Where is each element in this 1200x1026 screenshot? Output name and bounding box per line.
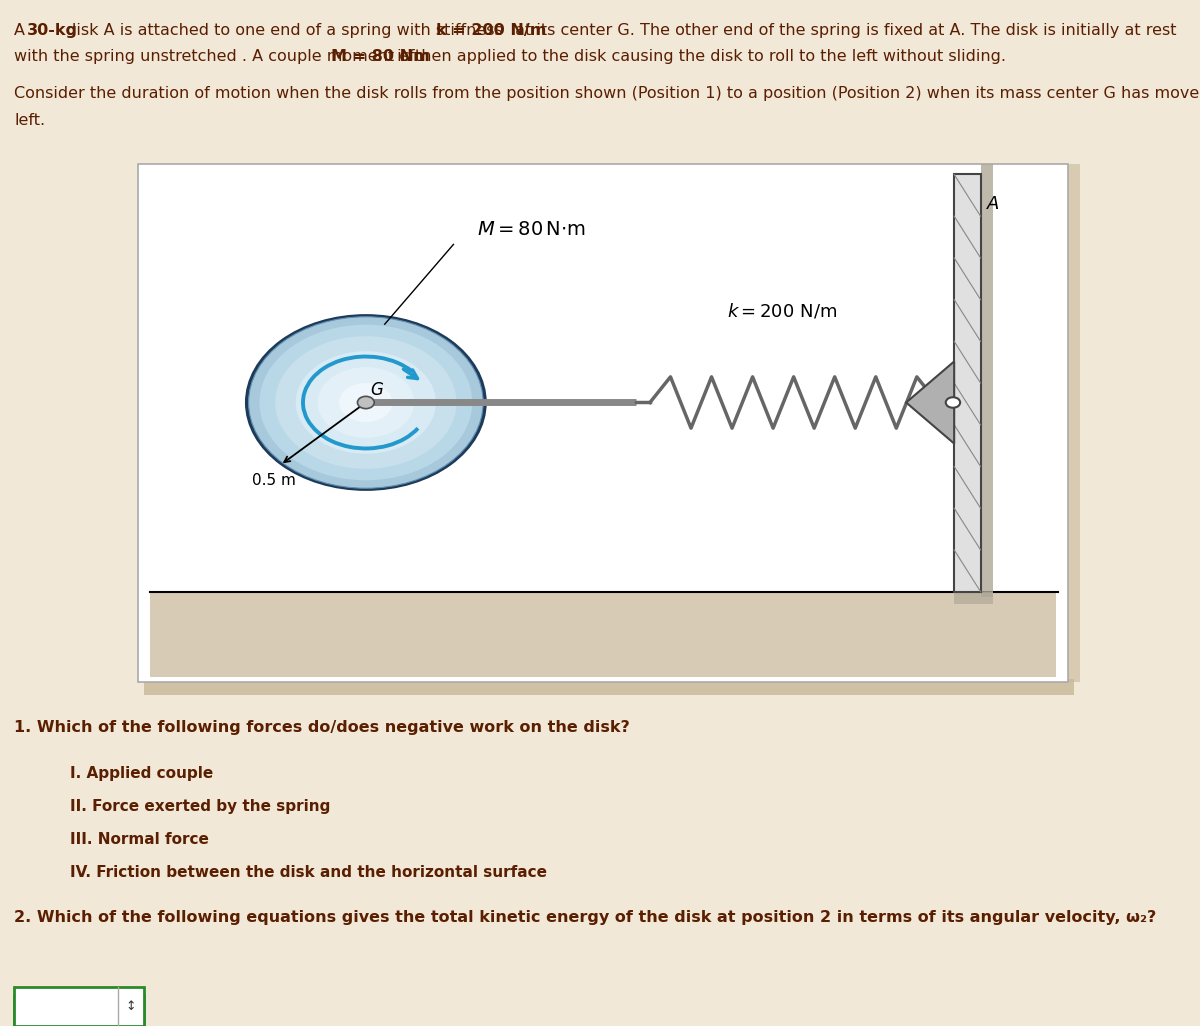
Text: $k = 200\ \mathrm{N/m}$: $k = 200\ \mathrm{N/m}$ bbox=[726, 302, 836, 320]
FancyBboxPatch shape bbox=[14, 995, 144, 1026]
Ellipse shape bbox=[295, 351, 436, 453]
Text: 30-kg: 30-kg bbox=[28, 23, 78, 38]
Text: 0.5 m: 0.5 m bbox=[252, 473, 296, 488]
Text: A: A bbox=[14, 23, 30, 38]
Text: IV. Friction between the disk and the horizontal surface: IV. Friction between the disk and the ho… bbox=[70, 865, 547, 880]
Text: 1. Which of the following forces do/does negative work on the disk?: 1. Which of the following forces do/does… bbox=[14, 720, 630, 736]
Ellipse shape bbox=[259, 324, 473, 480]
Text: disk A is attached to one end of a spring with stiffness: disk A is attached to one end of a sprin… bbox=[61, 23, 508, 38]
Text: is then applied to the disk causing the disk to roll to the left without sliding: is then applied to the disk causing the … bbox=[391, 49, 1006, 65]
Ellipse shape bbox=[245, 314, 487, 490]
Text: at its center G. The other end of the spring is fixed at A. The disk is initiall: at its center G. The other end of the sp… bbox=[510, 23, 1177, 38]
Text: with the spring unstretched . A couple moment of: with the spring unstretched . A couple m… bbox=[14, 49, 420, 65]
Bar bbox=[138, 164, 1068, 682]
Text: 2. Which of the following equations gives the total kinetic energy of the disk a: 2. Which of the following equations give… bbox=[14, 910, 1157, 925]
Text: k = 200 N/m: k = 200 N/m bbox=[436, 23, 546, 38]
Text: left.: left. bbox=[14, 113, 46, 128]
Bar bbox=[1062, 164, 1080, 682]
Text: III. Normal force: III. Normal force bbox=[70, 832, 209, 847]
Text: Consider the duration of motion when the disk rolls from the position shown (Pos: Consider the duration of motion when the… bbox=[14, 86, 1200, 102]
FancyBboxPatch shape bbox=[14, 987, 144, 1026]
Text: ↕: ↕ bbox=[126, 1000, 136, 1013]
Ellipse shape bbox=[946, 397, 960, 407]
Ellipse shape bbox=[248, 317, 484, 488]
Polygon shape bbox=[906, 361, 954, 443]
Bar bbox=[144, 679, 1074, 695]
Bar bbox=[954, 592, 992, 604]
Bar bbox=[150, 592, 1056, 677]
Text: M = 80 Nm: M = 80 Nm bbox=[331, 49, 430, 65]
Ellipse shape bbox=[358, 396, 374, 408]
Text: A: A bbox=[986, 195, 998, 213]
Ellipse shape bbox=[340, 383, 392, 422]
Text: I. Applied couple: I. Applied couple bbox=[70, 766, 212, 782]
Ellipse shape bbox=[275, 337, 456, 469]
Text: G: G bbox=[371, 382, 384, 399]
Bar bbox=[980, 164, 992, 597]
Bar bbox=[954, 174, 980, 592]
Text: II. Force exerted by the spring: II. Force exerted by the spring bbox=[70, 799, 330, 815]
Ellipse shape bbox=[318, 367, 414, 438]
Text: $M = 80\,\mathrm{N{\cdot}m}$: $M = 80\,\mathrm{N{\cdot}m}$ bbox=[478, 221, 587, 239]
